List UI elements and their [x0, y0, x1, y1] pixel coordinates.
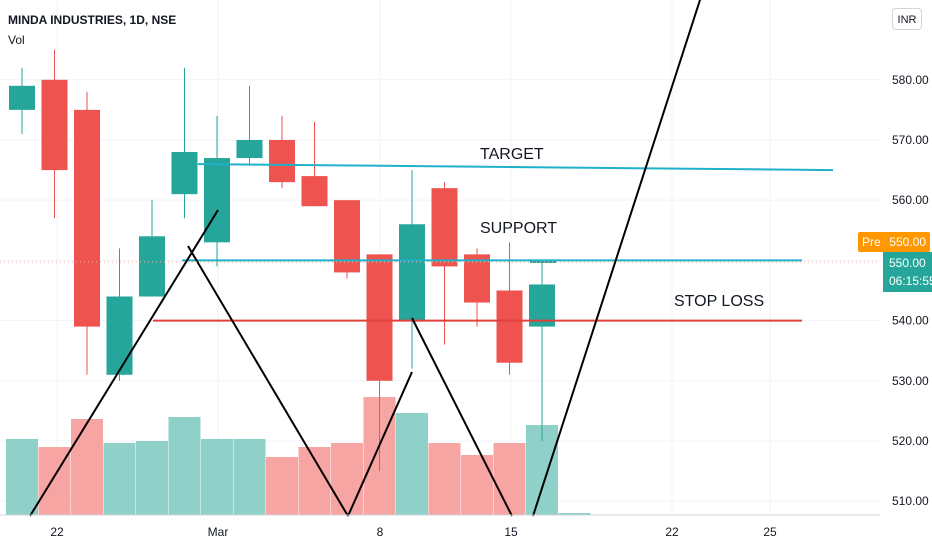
target-line — [197, 163, 834, 172]
candlesticks — [9, 49, 556, 472]
price-tick-label: 530.00 — [892, 374, 929, 388]
candle-body — [399, 224, 425, 321]
currency-button[interactable]: INR — [892, 8, 922, 30]
candle-body — [41, 79, 68, 171]
candle-body — [139, 236, 165, 297]
pattern-line — [29, 209, 219, 517]
annotation-target: TARGET — [480, 146, 544, 163]
volume-bar — [331, 443, 363, 515]
volume-bar — [558, 513, 591, 515]
time-tick-label: 25 — [763, 525, 777, 539]
candle-body — [269, 139, 295, 183]
last-price-badge: 550.00 06:15:55 — [883, 252, 932, 292]
last-price-value: 550.00 — [889, 256, 926, 270]
time-tick-label: 15 — [504, 525, 518, 539]
symbol-title: MINDA INDUSTRIES, 1D, NSE — [8, 13, 177, 27]
trend-drawings — [29, 0, 834, 517]
time-tick-label: Mar — [208, 525, 229, 539]
time-tick-label: 22 — [50, 525, 64, 539]
volume-bar — [6, 439, 38, 515]
candle-body — [431, 188, 458, 267]
pre-market-badge: Pre 550.00 — [858, 232, 930, 252]
volume-bar — [493, 443, 526, 515]
price-tick-label: 560.00 — [892, 193, 929, 207]
pattern-line — [347, 371, 413, 517]
candle-body — [496, 290, 523, 363]
volume-bar — [136, 441, 168, 515]
horizontal-grid — [0, 79, 880, 502]
volume-bar — [298, 447, 331, 515]
countdown-timer: 06:15:55 — [889, 274, 932, 288]
pre-label: Pre — [862, 235, 881, 249]
volume-bar — [461, 455, 493, 515]
volume-bars — [6, 397, 591, 515]
chart-legend: MINDA INDUSTRIES, 1D, NSE Vol — [8, 10, 176, 50]
volume-bar — [168, 417, 201, 515]
price-tick-label: 520.00 — [892, 434, 929, 448]
volume-bar — [71, 419, 103, 515]
time-tick-label: 8 — [377, 525, 384, 539]
pre-value: 550.00 — [889, 235, 926, 249]
volume-bar — [266, 457, 298, 515]
volume-bar — [396, 413, 428, 515]
candle-body — [529, 284, 555, 327]
price-tick-label: 580.00 — [892, 73, 929, 87]
candle-body — [106, 296, 133, 375]
annotation-support: SUPPORT — [480, 220, 557, 237]
volume-bar — [233, 439, 266, 515]
candle-body — [204, 158, 230, 243]
candle-body — [301, 176, 328, 207]
time-tick-label: 22 — [665, 525, 679, 539]
price-tick-label: 540.00 — [892, 314, 929, 328]
time-axis: 22 Mar 8 15 22 25 — [50, 525, 777, 539]
pattern-line — [411, 317, 513, 517]
volume-label: Vol — [8, 33, 25, 47]
pattern-line — [187, 245, 349, 517]
annotation-stop-loss: STOP LOSS — [674, 293, 764, 310]
price-tick-label: 570.00 — [892, 133, 929, 147]
candle-body — [464, 254, 490, 303]
candle-body — [171, 152, 198, 195]
candle-body — [9, 85, 35, 110]
volume-bar — [201, 439, 233, 515]
candle-body — [366, 254, 393, 381]
candle-body — [74, 109, 100, 327]
volume-bar — [428, 443, 461, 515]
pattern-line — [532, 0, 701, 517]
price-tick-label: 510.00 — [892, 494, 929, 508]
candle-body — [236, 139, 263, 159]
volume-bar — [103, 443, 136, 515]
